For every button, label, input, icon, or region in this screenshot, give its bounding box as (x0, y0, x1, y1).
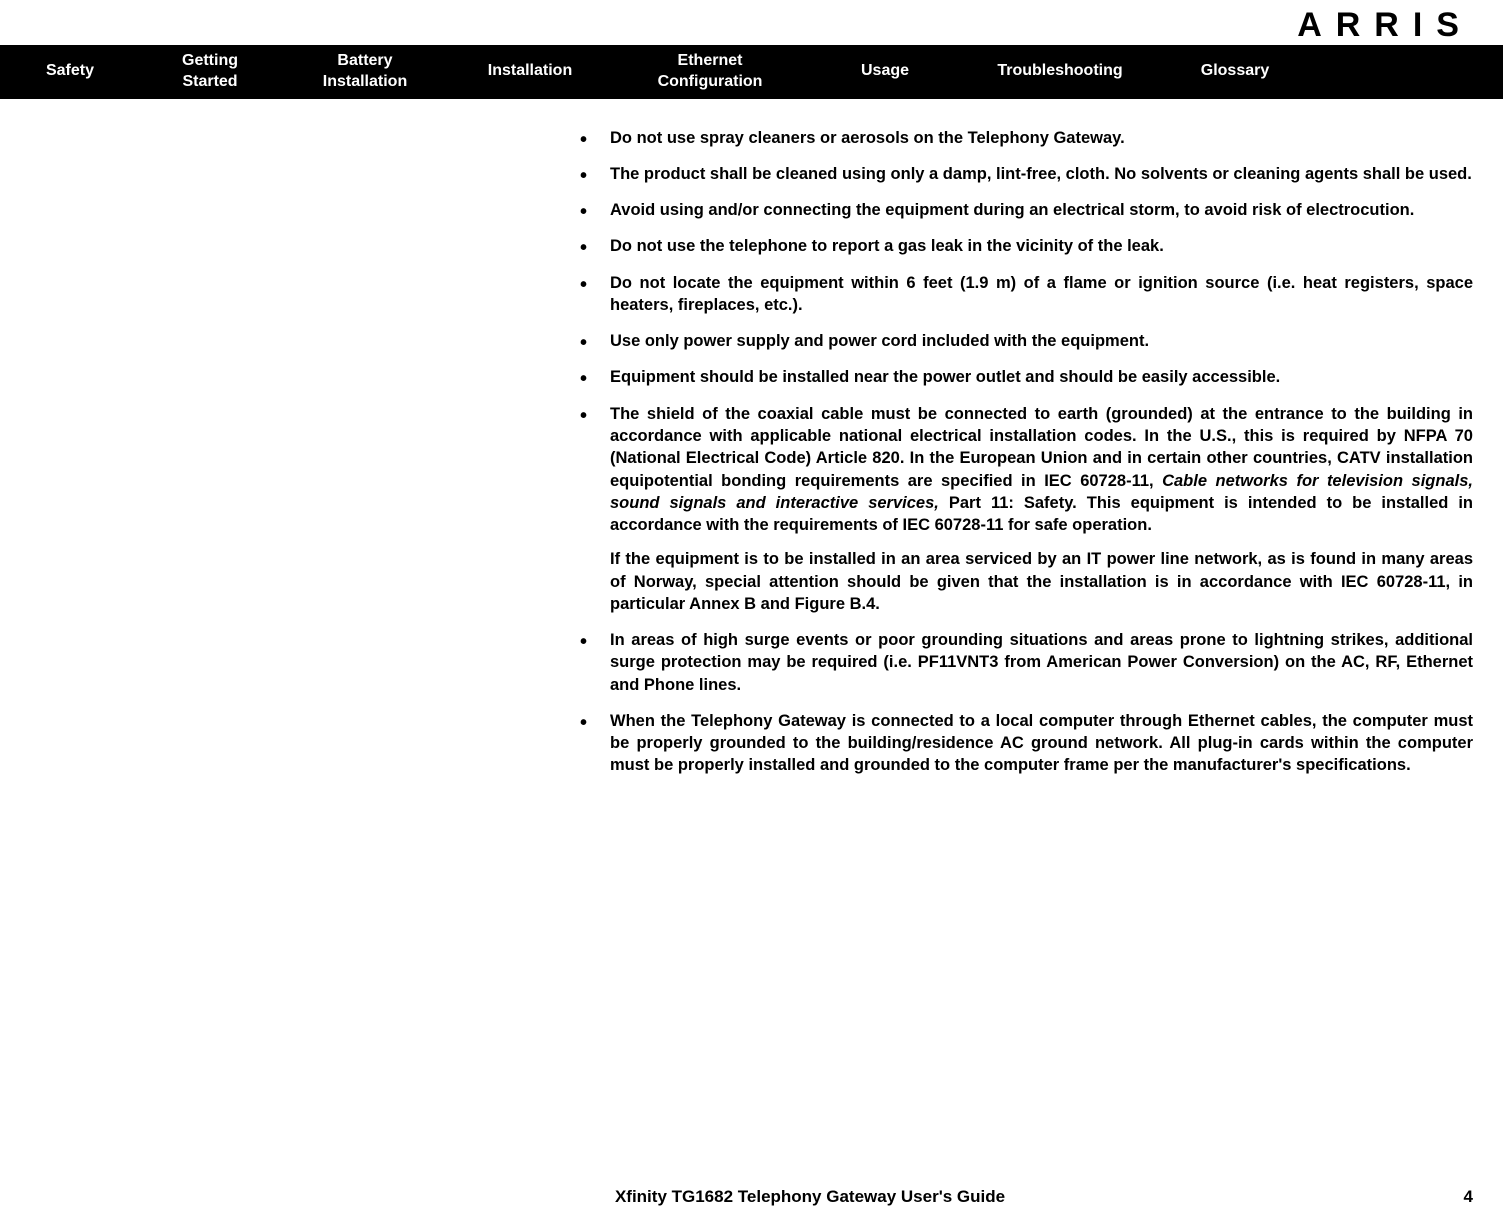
nav-ethernet-l1: Ethernet (630, 51, 790, 72)
list-item: When the Telephony Gateway is connected … (580, 710, 1473, 777)
list-item: Avoid using and/or connecting the equipm… (580, 199, 1473, 221)
list-item: Equipment should be installed near the p… (580, 366, 1473, 388)
nav-glossary[interactable]: Glossary (1160, 61, 1310, 82)
sub-paragraph: If the equipment is to be installed in a… (610, 548, 1473, 615)
nav-ethernet-configuration[interactable]: Ethernet Configuration (610, 51, 810, 93)
nav-bar: Safety Getting Started Battery Installat… (0, 45, 1503, 99)
list-item: Do not locate the equipment within 6 fee… (580, 272, 1473, 317)
footer-page-number: 4 (1464, 1187, 1473, 1207)
content-area: Do not use spray cleaners or aerosols on… (0, 99, 1503, 777)
nav-usage[interactable]: Usage (810, 61, 960, 82)
safety-bullet-list: Do not use spray cleaners or aerosols on… (580, 127, 1473, 777)
list-item: Do not use spray cleaners or aerosols on… (580, 127, 1473, 149)
nav-getting-started[interactable]: Getting Started (140, 51, 280, 93)
list-item: The shield of the coaxial cable must be … (580, 403, 1473, 615)
list-item: Do not use the telephone to report a gas… (580, 235, 1473, 257)
nav-safety[interactable]: Safety (0, 61, 140, 82)
nav-battery-l1: Battery (300, 51, 430, 72)
nav-getting-l2: Started (160, 72, 260, 93)
footer-title: Xfinity TG1682 Telephony Gateway User's … (615, 1187, 1005, 1207)
list-item: Use only power supply and power cord inc… (580, 330, 1473, 352)
list-item: In areas of high surge events or poor gr… (580, 629, 1473, 696)
nav-troubleshooting[interactable]: Troubleshooting (960, 61, 1160, 82)
nav-getting-l1: Getting (160, 51, 260, 72)
nav-battery-l2: Installation (300, 72, 430, 93)
nav-ethernet-l2: Configuration (630, 72, 790, 93)
nav-installation[interactable]: Installation (450, 61, 610, 82)
brand-logo: ARRIS (0, 0, 1503, 45)
nav-battery-installation[interactable]: Battery Installation (280, 51, 450, 93)
list-item: The product shall be cleaned using only … (580, 163, 1473, 185)
